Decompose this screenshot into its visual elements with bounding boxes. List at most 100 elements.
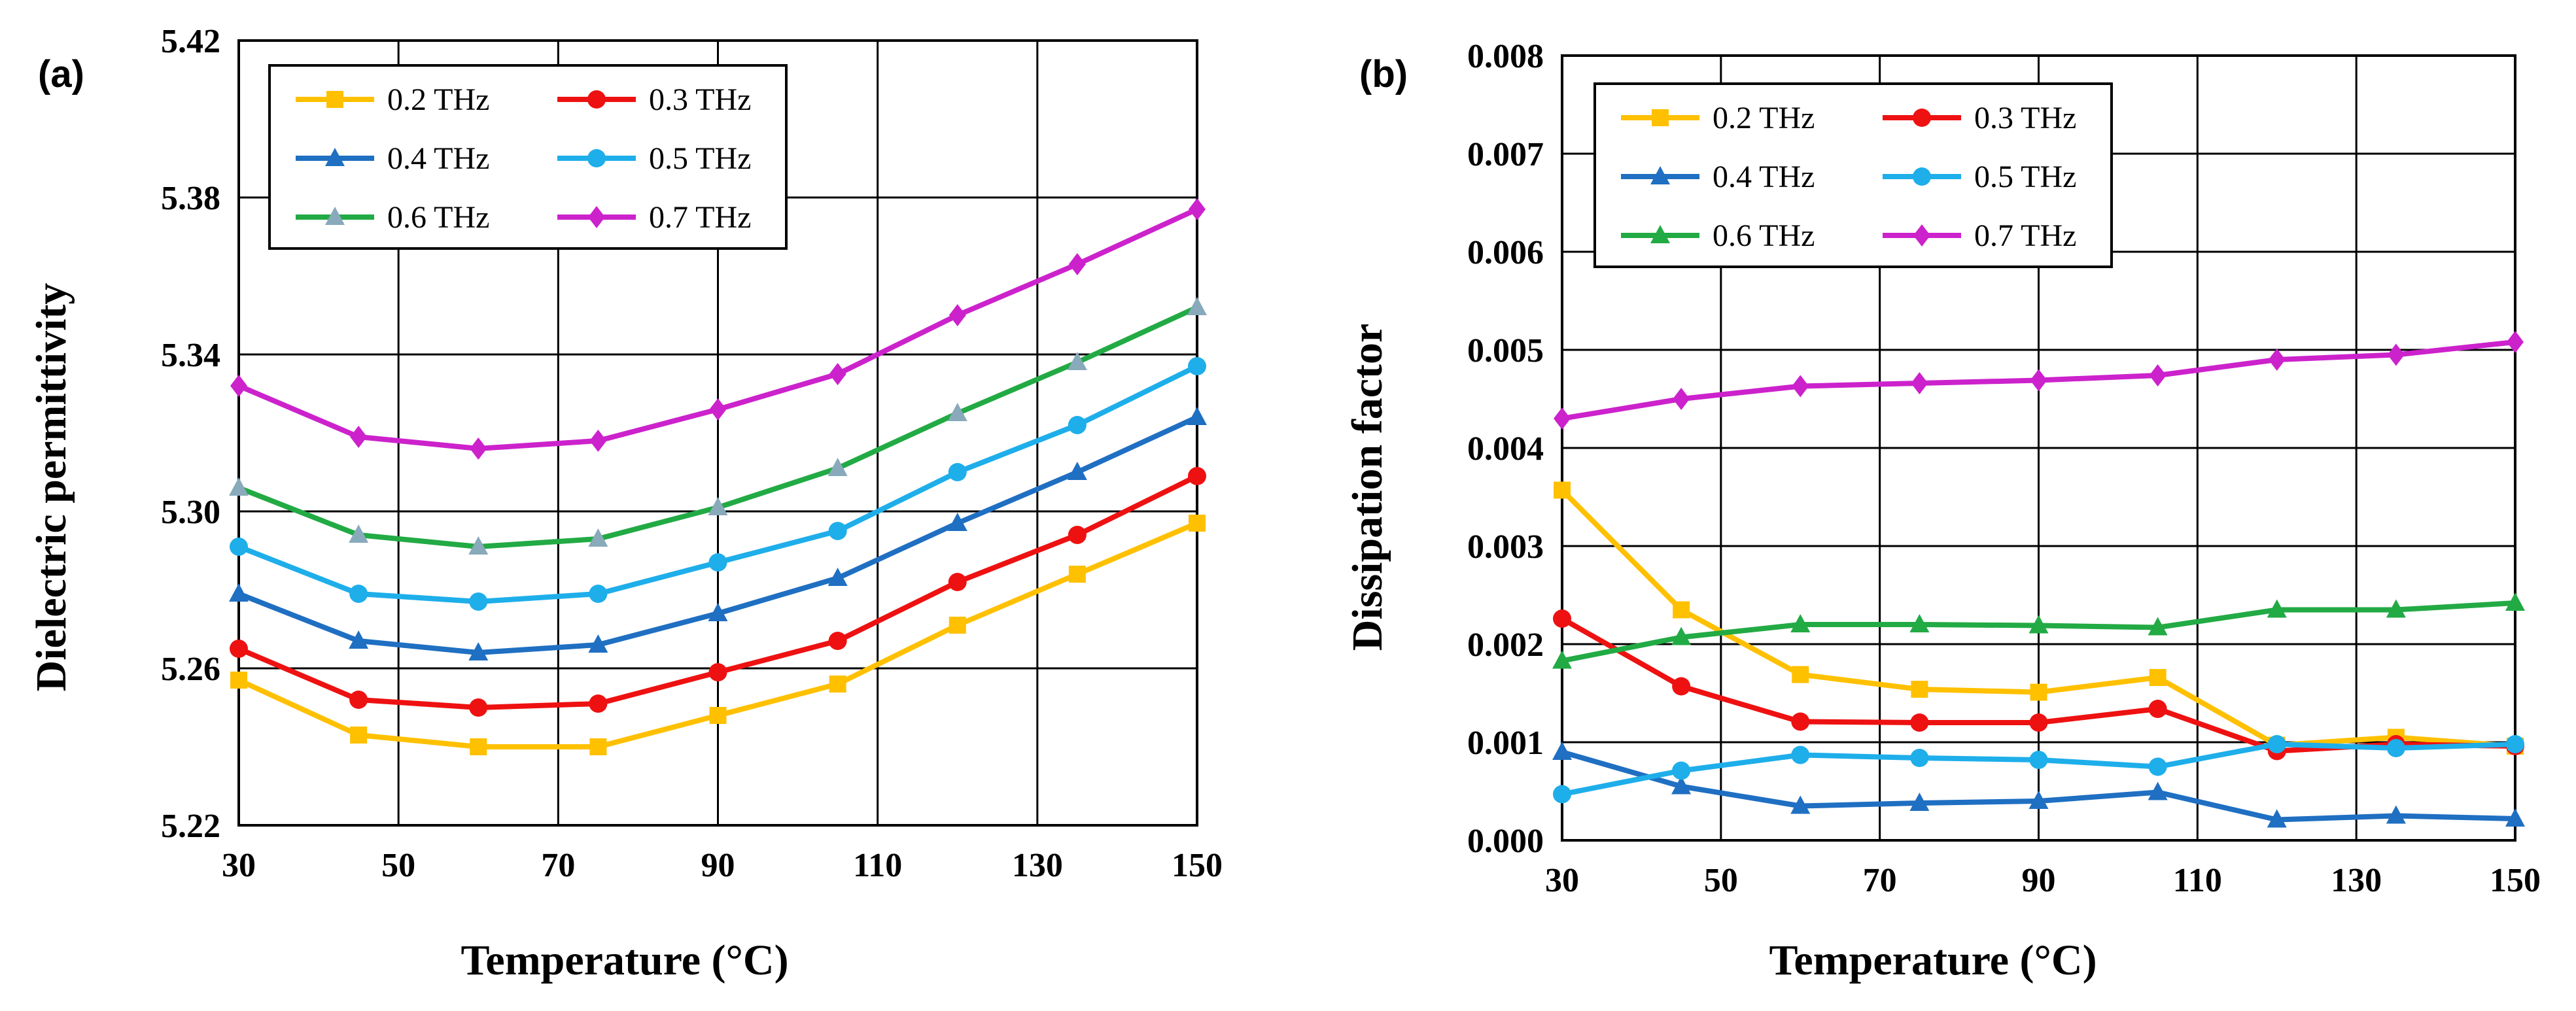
data-point xyxy=(230,538,248,556)
data-point xyxy=(349,630,369,649)
series-0.5-thz-a xyxy=(230,357,1206,611)
data-point xyxy=(1068,566,1086,583)
data-point xyxy=(349,585,368,603)
data-point xyxy=(1188,467,1206,485)
data-point xyxy=(470,437,487,460)
data-point xyxy=(708,603,728,621)
data-point xyxy=(2268,349,2286,371)
x-tick-label: 50 xyxy=(1704,862,1738,899)
data-point xyxy=(589,430,607,452)
data-point xyxy=(468,536,489,555)
panel-a: (a) Dielectric permittivity Temperature … xyxy=(27,23,1223,984)
x-axis-title-a: Temperature (°C) xyxy=(461,936,788,984)
plot-frame-b xyxy=(1561,54,2516,842)
x-tick-label: 150 xyxy=(2490,862,2541,899)
data-point xyxy=(229,477,249,496)
data-point xyxy=(230,375,247,397)
y-tick-label: 5.38 xyxy=(161,180,220,217)
data-point xyxy=(947,513,967,531)
legend-a: 0.2 THz 0.3 THz 0.4 THz 0.5 THz 0.6 THz 0.7 T… xyxy=(268,64,788,250)
data-point xyxy=(1791,712,1810,731)
legend-entry: 0.7 THz xyxy=(1883,218,2076,253)
legend-label: 0.4 THz xyxy=(1713,160,1815,194)
legend-entry: 0.6 THz xyxy=(1621,218,1815,253)
data-point xyxy=(2030,369,2047,392)
legend-label: 0.5 THz xyxy=(649,141,751,176)
data-point xyxy=(2149,364,2167,386)
data-point xyxy=(589,585,608,603)
data-point xyxy=(350,727,368,744)
data-point xyxy=(1673,601,1690,619)
data-point xyxy=(1068,253,1086,275)
data-point xyxy=(1067,352,1087,370)
data-point xyxy=(829,363,846,385)
legend-marker xyxy=(1913,167,1931,186)
data-point xyxy=(1552,742,1572,760)
legend-marker xyxy=(325,207,345,225)
y-tick-label: 0.007 xyxy=(1467,136,1544,173)
data-point xyxy=(1188,357,1206,375)
panel-label-b: (b) xyxy=(1359,53,1408,95)
x-tick-label: 30 xyxy=(1545,862,1579,899)
data-point xyxy=(708,497,728,515)
data-point xyxy=(828,632,847,650)
legend-marker xyxy=(1652,109,1669,126)
data-point xyxy=(349,691,368,709)
series-0.4-thz-b xyxy=(1552,742,2525,828)
data-point xyxy=(1553,785,1571,804)
data-point xyxy=(2149,669,2167,686)
data-point xyxy=(1552,650,1572,669)
legend-entry: 0.2 THz xyxy=(1621,101,1815,135)
data-point xyxy=(1187,297,1207,315)
data-point xyxy=(2028,791,2049,809)
legend-marker xyxy=(326,91,343,108)
data-point xyxy=(1672,761,1691,780)
y-tick-label: 0.000 xyxy=(1467,823,1544,860)
legend-entry: 0.3 THz xyxy=(1883,101,2076,135)
data-point xyxy=(709,707,727,724)
data-point xyxy=(2148,757,2167,776)
legend-marker xyxy=(588,206,605,228)
legend-marker xyxy=(587,90,606,109)
x-tick-label: 50 xyxy=(381,847,415,884)
series-0.7-thz-a xyxy=(230,198,1206,460)
series-0.3-thz-a xyxy=(230,467,1206,717)
data-point xyxy=(2030,683,2047,701)
legend-label: 0.6 THz xyxy=(387,200,489,235)
legend-entry: 0.5 THz xyxy=(557,141,751,176)
panel-label-a: (a) xyxy=(38,53,84,95)
legend-entry: 0.6 THz xyxy=(296,200,489,235)
data-point xyxy=(350,426,368,448)
y-tick-label: 5.22 xyxy=(161,808,220,845)
y-tick-label: 5.34 xyxy=(161,337,220,374)
data-point xyxy=(948,573,967,591)
data-point xyxy=(2506,735,2524,753)
data-point xyxy=(948,463,967,481)
legend-entry: 0.4 THz xyxy=(1621,160,1815,194)
series-0.4-thz-a xyxy=(229,407,1207,660)
data-point xyxy=(1068,416,1087,434)
legend-label: 0.7 THz xyxy=(649,200,751,235)
legend-label: 0.6 THz xyxy=(1713,218,1815,253)
data-point xyxy=(708,663,727,681)
data-point xyxy=(829,676,846,693)
data-point xyxy=(1671,776,1692,795)
data-point xyxy=(827,458,848,476)
y-axis-title-b: Dissipation factor xyxy=(1344,324,1391,651)
data-point xyxy=(1790,795,1811,814)
legend-label: 0.5 THz xyxy=(1974,160,2076,194)
data-point xyxy=(589,694,608,713)
data-point xyxy=(469,592,488,611)
x-tick-label: 90 xyxy=(2022,862,2056,899)
data-point xyxy=(1187,407,1207,425)
legend-marker xyxy=(1650,225,1670,243)
data-point xyxy=(947,403,967,421)
data-point xyxy=(469,698,488,717)
x-tick-label: 150 xyxy=(1172,847,1223,884)
data-point xyxy=(1673,388,1690,410)
x-tick-label: 70 xyxy=(541,847,575,884)
x-tick-label: 90 xyxy=(701,847,735,884)
x-tick-label: 70 xyxy=(1863,862,1897,899)
data-point xyxy=(1792,666,1809,683)
